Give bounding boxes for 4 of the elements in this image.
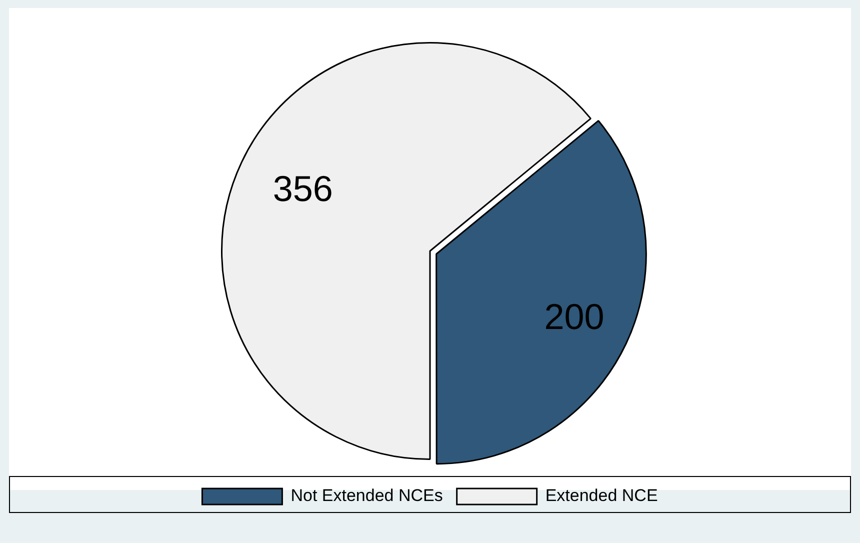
legend-label: Not Extended NCEs	[290, 486, 443, 506]
legend-label: Extended NCE	[545, 486, 658, 506]
data-label: 356	[272, 168, 333, 209]
data-label: 200	[544, 296, 604, 337]
